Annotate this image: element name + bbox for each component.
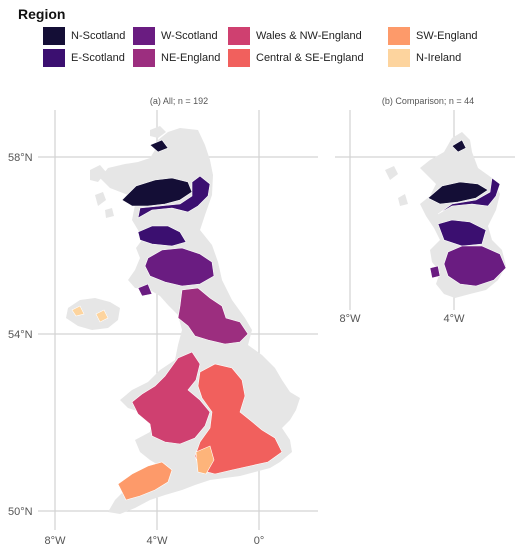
legend-swatch [133, 49, 155, 67]
panel-a-xtick-4w: 4°W [147, 535, 169, 547]
legend-item: E-Scotland [43, 48, 125, 68]
legend-item: NE-England [133, 48, 220, 68]
panel-b-regions [427, 139, 507, 287]
panel-b-title: (b) Comparison; n = 44 [382, 96, 474, 106]
region-sw-england [117, 461, 173, 501]
legend-title: Region [18, 6, 66, 22]
legend-swatch [228, 27, 250, 45]
legend-item: N-Scotland [43, 26, 125, 46]
legend-swatch [43, 49, 65, 67]
panel-b-xtick-8w: 8°W [340, 313, 362, 325]
region-w-scotland [137, 247, 215, 297]
legend-label: Central & SE-England [256, 52, 364, 64]
panel-a-ytick-58n: 58°N [8, 152, 33, 164]
hebrides-islands [90, 165, 114, 218]
legend-item: Wales & NW-England [228, 26, 362, 46]
northern-ireland-landmass [66, 298, 120, 330]
hebrides-comparison [385, 166, 408, 206]
legend-label: N-Scotland [71, 30, 126, 42]
panel-a-title: (a) All; n = 192 [150, 96, 208, 106]
legend-swatch [228, 49, 250, 67]
panel-a-regions [71, 139, 283, 501]
panel-a-xtick-0: 0° [254, 535, 265, 547]
region-ne-england [177, 287, 249, 345]
panel-a-ytick-54n: 54°N [8, 329, 33, 341]
panel-a-xtick-8w: 8°W [45, 535, 67, 547]
orkney-islands [150, 126, 166, 138]
comparison-region-w-scotland [429, 245, 507, 287]
legend-label: E-Scotland [71, 52, 125, 64]
legend-label: N-Ireland [416, 52, 462, 64]
legend-swatch [133, 27, 155, 45]
region-wales-nw-england [131, 351, 211, 445]
region-sw-england-east [195, 445, 215, 475]
legend-label: NE-England [161, 52, 221, 64]
map-legend: Region N-Scotland E-Scotland W-Scotland NE-… [10, 2, 520, 74]
legend-item: Central & SE-England [228, 48, 364, 68]
legend-label: Wales & NW-England [256, 30, 362, 42]
legend-item: SW-England [388, 26, 478, 46]
legend-label: SW-England [416, 30, 478, 42]
region-central-se-england [194, 363, 283, 475]
legend-label: W-Scotland [161, 30, 218, 42]
panel-a-ytick-50n: 50°N [8, 506, 33, 518]
region-e-scotland [137, 175, 211, 247]
legend-swatch [388, 49, 410, 67]
legend-swatch [388, 27, 410, 45]
comparison-region-e-scotland [437, 177, 501, 247]
legend-item: W-Scotland [133, 26, 218, 46]
legend-swatch [43, 27, 65, 45]
comparison-region-n-scotland [427, 139, 489, 205]
panel-b-xtick-4w: 4°W [444, 313, 466, 325]
legend-item: N-Ireland [388, 48, 461, 68]
region-n-ireland [71, 305, 109, 323]
